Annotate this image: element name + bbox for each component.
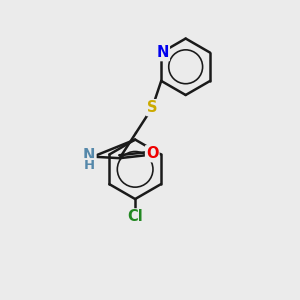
Text: N: N: [157, 45, 169, 60]
Text: O: O: [146, 146, 158, 161]
Text: N: N: [83, 148, 95, 163]
Text: S: S: [147, 100, 158, 115]
Text: Cl: Cl: [127, 209, 143, 224]
Text: H: H: [84, 159, 95, 172]
